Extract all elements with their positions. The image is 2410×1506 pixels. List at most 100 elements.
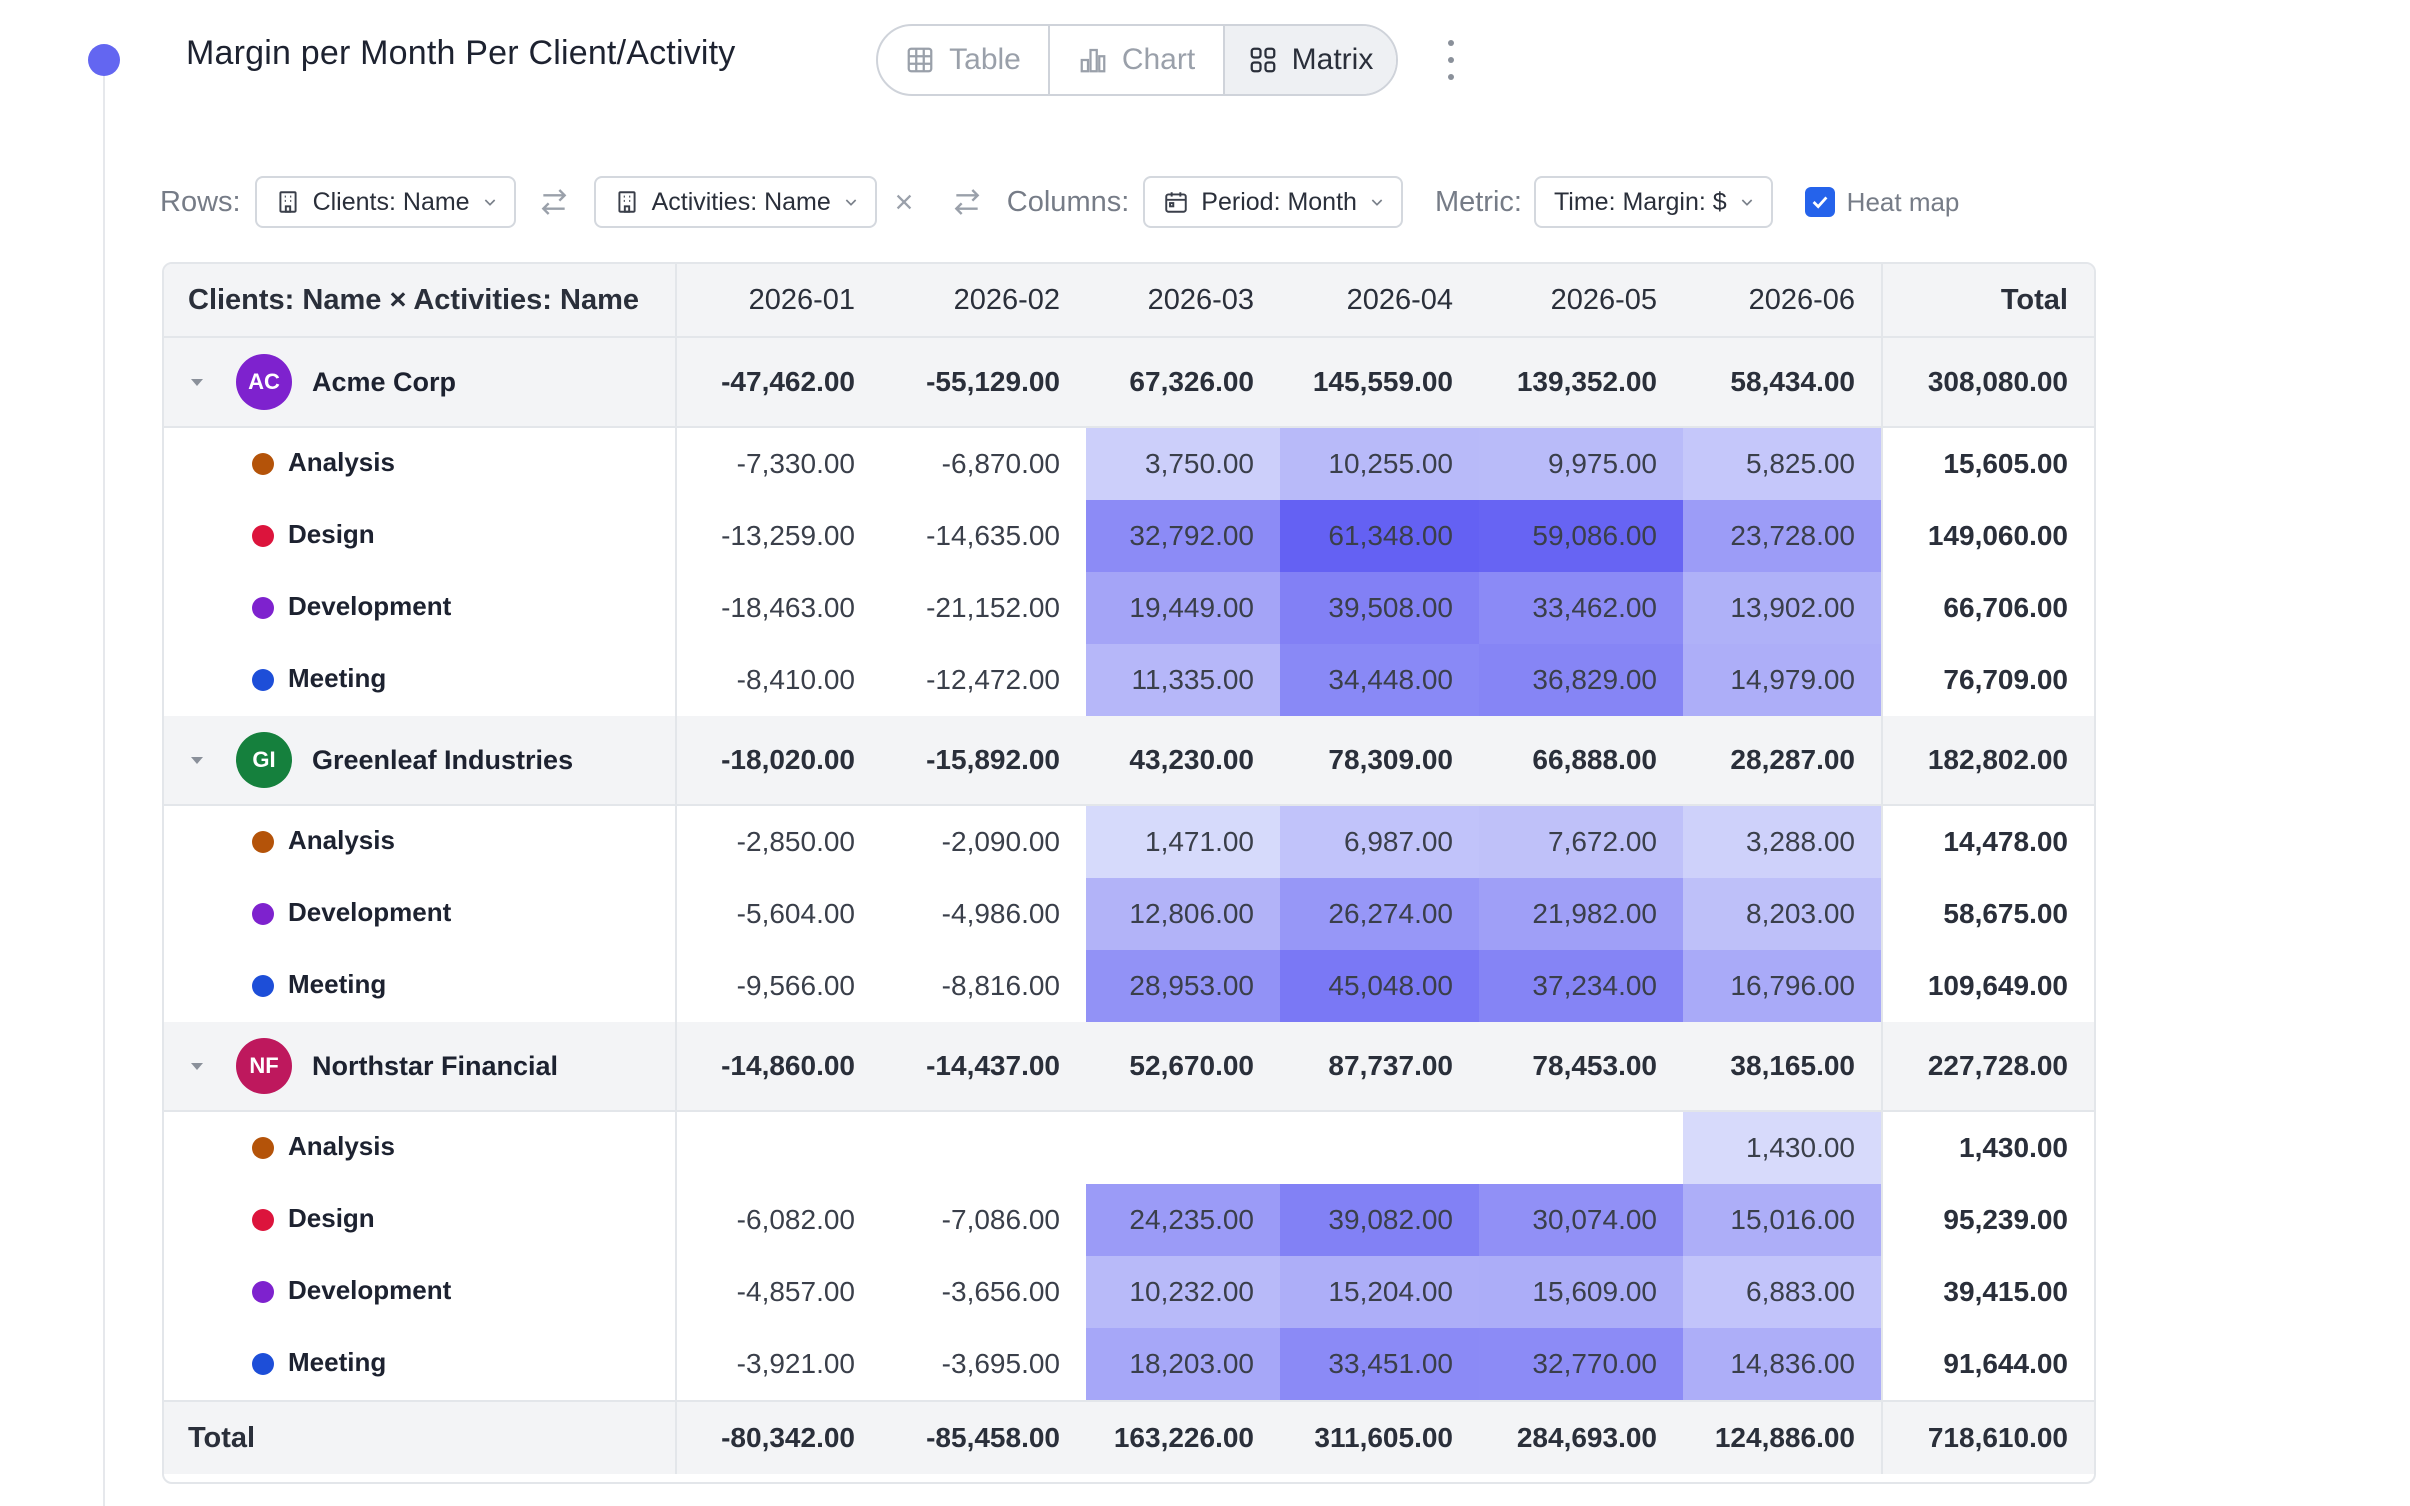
matrix-value-cell: -4,986.00: [941, 898, 1060, 929]
group-subtotal-cell: 87,737.00: [1328, 1050, 1453, 1081]
grand-total-cell: -80,342.00: [721, 1422, 855, 1453]
matrix-value-cell: 14,979.00: [1683, 644, 1881, 716]
activity-name: Analysis: [288, 446, 395, 477]
timeline-dot: [88, 44, 120, 76]
swap-icon[interactable]: [951, 186, 983, 218]
metric-select[interactable]: Time: Margin: $: [1533, 176, 1773, 228]
view-switcher: Table Chart Matrix: [876, 24, 1398, 96]
chevron-down-icon: [1741, 199, 1752, 206]
activity-label-cell: Design: [164, 500, 677, 572]
matrix-value-cell: 33,462.00: [1479, 572, 1683, 644]
row-dimension-2-value: Activities: Name: [651, 187, 831, 216]
activity-row: Design -6,082.00 -7,086.00 24,235.00 39,082.…: [164, 1184, 2094, 1256]
tab-chart[interactable]: Chart: [1050, 26, 1225, 94]
group-subtotal-cell: 52,670.00: [1129, 1050, 1254, 1081]
matrix-value-cell: 61,348.00: [1280, 500, 1479, 572]
heatmap-checkbox[interactable]: [1804, 187, 1835, 217]
group-subtotal-cell: -18,020.00: [721, 744, 855, 775]
chevron-down-icon: [484, 199, 495, 206]
column-dimension-select[interactable]: Period: Month: [1143, 176, 1403, 228]
collapse-caret-icon[interactable]: [190, 377, 204, 387]
activity-color-dot: [252, 1281, 274, 1303]
row-dimension-2-select[interactable]: Activities: Name: [593, 176, 877, 228]
grand-total-overall: 718,610.00: [1881, 1402, 2094, 1474]
close-icon[interactable]: [893, 191, 915, 213]
group-subtotal-cell: -14,860.00: [721, 1050, 855, 1081]
more-options-icon[interactable]: [1444, 40, 1458, 80]
column-header: 2026-02: [953, 283, 1060, 316]
activity-total-cell: 39,415.00: [1881, 1256, 2094, 1328]
activity-label-cell: Analysis: [164, 428, 677, 500]
activity-color-dot: [252, 1137, 274, 1159]
activity-row: Analysis -7,330.00 -6,870.00 3,750.00 10,255…: [164, 428, 2094, 500]
group-subtotal-cell: 145,559.00: [1312, 366, 1453, 397]
matrix-value-cell: -21,152.00: [926, 592, 1060, 623]
group-label-cell[interactable]: GI Greenleaf Industries: [164, 716, 677, 804]
tab-matrix[interactable]: Matrix: [1225, 26, 1396, 94]
matrix-value-cell: 6,987.00: [1280, 806, 1479, 878]
matrix-value-cell: [1479, 1112, 1683, 1184]
matrix-value-cell: 6,883.00: [1683, 1256, 1881, 1328]
row-dimension-1-select[interactable]: Clients: Name: [254, 176, 516, 228]
activity-row: Development -4,857.00 -3,656.00 10,232.00 15…: [164, 1256, 2094, 1328]
activity-total-cell: 66,706.00: [1881, 572, 2094, 644]
grid-icon: [1250, 47, 1276, 73]
matrix-value-cell: 21,982.00: [1479, 878, 1683, 950]
matrix-value-cell: 24,235.00: [1086, 1184, 1280, 1256]
group-label-cell[interactable]: NF Northstar Financial: [164, 1022, 677, 1110]
client-name: Acme Corp: [312, 366, 457, 397]
activity-name: Design: [288, 518, 375, 549]
activity-name: Development: [288, 896, 452, 927]
activity-label-cell: Analysis: [164, 806, 677, 878]
matrix-value-cell: 1,430.00: [1683, 1112, 1881, 1184]
activity-total-cell: 1,430.00: [1881, 1112, 2094, 1184]
collapse-caret-icon[interactable]: [190, 1061, 204, 1071]
column-header: 2026-05: [1550, 283, 1657, 316]
grand-total-cell: -85,458.00: [926, 1422, 1060, 1453]
activity-name: Development: [288, 1274, 452, 1305]
checkmark-icon: [1812, 196, 1828, 209]
tab-table[interactable]: Table: [878, 26, 1050, 94]
swap-icon[interactable]: [538, 186, 570, 218]
matrix-value-cell: -8,410.00: [736, 664, 855, 695]
matrix-value-cell: 15,609.00: [1479, 1256, 1683, 1328]
group-total-cell: 227,728.00: [1881, 1022, 2094, 1110]
matrix-value-cell: [1086, 1112, 1280, 1184]
matrix-value-cell: 33,451.00: [1280, 1328, 1479, 1400]
activity-color-dot: [252, 903, 274, 925]
tab-label: Table: [949, 43, 1021, 76]
activity-label-cell: Analysis: [164, 1112, 677, 1184]
group-label-cell[interactable]: AC Acme Corp: [164, 338, 677, 426]
group-row: AC Acme Corp -47,462.00 -55,129.00 67,326.00…: [164, 338, 2094, 428]
group-row: GI Greenleaf Industries -18,020.00 -15,892.…: [164, 716, 2094, 806]
group-total-cell: 308,080.00: [1881, 338, 2094, 426]
activity-total-cell: 58,675.00: [1881, 878, 2094, 950]
matrix-value-cell: 16,796.00: [1683, 950, 1881, 1022]
group-subtotal-cell: 58,434.00: [1730, 366, 1855, 397]
column-dimension-value: Period: Month: [1201, 187, 1357, 216]
activity-name: Development: [288, 590, 452, 621]
activity-color-dot: [252, 669, 274, 691]
group-subtotal-cell: 78,309.00: [1328, 744, 1453, 775]
activity-total-cell: 14,478.00: [1881, 806, 2094, 878]
matrix-value-cell: 34,448.00: [1280, 644, 1479, 716]
activity-name: Meeting: [288, 968, 387, 999]
group-subtotal-cell: 28,287.00: [1730, 744, 1855, 775]
collapse-caret-icon[interactable]: [190, 755, 204, 765]
client-name: Greenleaf Industries: [312, 744, 574, 775]
group-subtotal-cell: -15,892.00: [926, 744, 1060, 775]
matrix-value-cell: [677, 1112, 881, 1184]
matrix-value-cell: 32,792.00: [1086, 500, 1280, 572]
matrix-value-cell: -7,086.00: [941, 1204, 1060, 1235]
matrix-value-cell: -5,604.00: [736, 898, 855, 929]
matrix-value-cell: 10,232.00: [1086, 1256, 1280, 1328]
page-title: Margin per Month Per Client/Activity: [186, 34, 736, 72]
activity-name: Analysis: [288, 824, 395, 855]
group-subtotal-cell: -47,462.00: [721, 366, 855, 397]
group-subtotal-cell: 38,165.00: [1730, 1050, 1855, 1081]
activity-label-cell: Meeting: [164, 644, 677, 716]
matrix-value-cell: 39,508.00: [1280, 572, 1479, 644]
group-subtotal-cell: 78,453.00: [1532, 1050, 1657, 1081]
building-icon: [618, 191, 636, 213]
activity-color-dot: [252, 1353, 274, 1375]
